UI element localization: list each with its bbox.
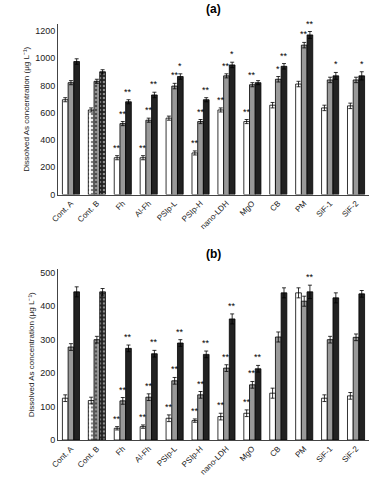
- svg-text:300: 300: [40, 335, 55, 345]
- svg-text:Cont. B: Cont. B: [76, 199, 101, 224]
- svg-text:*: *: [276, 64, 280, 74]
- svg-text:1000: 1000: [35, 53, 55, 63]
- svg-text:**: **: [119, 109, 127, 119]
- svg-text:nano-LDH: nano-LDH: [199, 444, 231, 476]
- svg-text:**: **: [306, 19, 314, 29]
- svg-text:200: 200: [40, 162, 55, 172]
- svg-text:SiF-1: SiF-1: [314, 199, 334, 219]
- svg-text:200: 200: [40, 368, 55, 378]
- svg-text:**: **: [165, 402, 173, 412]
- svg-text:100: 100: [40, 402, 55, 412]
- svg-text:600: 600: [40, 108, 55, 118]
- svg-text:**: **: [217, 95, 225, 105]
- svg-text:Fh: Fh: [114, 199, 127, 212]
- svg-text:0: 0: [50, 190, 55, 200]
- svg-text:**: **: [306, 272, 314, 282]
- svg-text:**: **: [202, 85, 210, 95]
- svg-text:*: *: [230, 49, 234, 59]
- svg-text:**: **: [176, 327, 184, 337]
- svg-text:Dissolved As concentration (μg: Dissolved As concentration (μg L⁻¹): [22, 46, 31, 171]
- svg-text:Cont. A: Cont. A: [50, 199, 75, 224]
- svg-text:**: **: [113, 143, 121, 153]
- svg-text:Cont. B: Cont. B: [76, 444, 101, 469]
- svg-text:MgO: MgO: [238, 444, 257, 463]
- svg-text:**: **: [150, 337, 158, 347]
- svg-text:**: **: [150, 79, 158, 89]
- svg-text:MgO: MgO: [238, 199, 257, 218]
- svg-text:**: **: [228, 301, 236, 311]
- svg-text:**: **: [191, 406, 199, 416]
- svg-text:400: 400: [40, 135, 55, 145]
- svg-text:SiF-1: SiF-1: [314, 444, 334, 464]
- svg-text:**: **: [139, 412, 147, 422]
- svg-text:**: **: [191, 138, 199, 148]
- svg-text:**: **: [124, 87, 132, 97]
- svg-text:**: **: [243, 107, 251, 117]
- svg-text:**: **: [139, 143, 147, 153]
- svg-text:SiF-2: SiF-2: [340, 444, 360, 464]
- svg-text:**: **: [222, 61, 230, 71]
- svg-text:nano-LDH: nano-LDH: [199, 199, 231, 231]
- svg-text:*: *: [178, 61, 182, 71]
- svg-text:Al-Fh: Al-Fh: [133, 199, 153, 219]
- svg-text:**: **: [124, 332, 132, 342]
- svg-text:CB: CB: [268, 444, 282, 458]
- svg-text:PSIp-H: PSIp-H: [180, 444, 205, 469]
- svg-text:Cont. A: Cont. A: [50, 444, 75, 469]
- svg-text:500: 500: [40, 268, 55, 278]
- svg-text:**: **: [254, 352, 262, 362]
- svg-text:*: *: [360, 59, 364, 69]
- svg-text:**: **: [119, 385, 127, 395]
- svg-text:**: **: [217, 400, 225, 410]
- svg-text:**: **: [280, 51, 288, 61]
- svg-text:**: **: [248, 368, 256, 378]
- svg-text:**: **: [113, 414, 121, 424]
- svg-text:SiF-2: SiF-2: [340, 199, 360, 219]
- svg-text:**: **: [171, 70, 179, 80]
- svg-text:PM: PM: [294, 444, 309, 459]
- svg-text:**: **: [145, 381, 153, 391]
- svg-text:PSIp-L: PSIp-L: [155, 444, 179, 468]
- svg-text:0: 0: [50, 435, 55, 445]
- svg-text:**: **: [197, 379, 205, 389]
- svg-text:(a): (a): [206, 2, 221, 16]
- svg-text:**: **: [202, 338, 210, 348]
- svg-text:1200: 1200: [35, 26, 55, 36]
- svg-text:**: **: [197, 107, 205, 117]
- svg-text:(b): (b): [206, 247, 221, 261]
- svg-text:**: **: [145, 105, 153, 115]
- svg-text:**: **: [222, 352, 230, 362]
- svg-text:Fh: Fh: [114, 444, 127, 457]
- svg-text:CB: CB: [268, 199, 282, 213]
- svg-text:*: *: [334, 59, 338, 69]
- svg-text:**: **: [243, 397, 251, 407]
- svg-text:PM: PM: [294, 199, 309, 214]
- svg-text:**: **: [248, 70, 256, 80]
- svg-text:Dissolved As concentration (μg: Dissolved As concentration (μg L⁻¹): [27, 292, 36, 417]
- svg-text:800: 800: [40, 81, 55, 91]
- svg-text:PSIp-L: PSIp-L: [155, 199, 179, 223]
- svg-text:**: **: [171, 364, 179, 374]
- svg-text:PSIp-H: PSIp-H: [180, 199, 205, 224]
- svg-text:Al-Fh: Al-Fh: [133, 444, 153, 464]
- svg-text:400: 400: [40, 301, 55, 311]
- svg-text:**: **: [300, 29, 308, 39]
